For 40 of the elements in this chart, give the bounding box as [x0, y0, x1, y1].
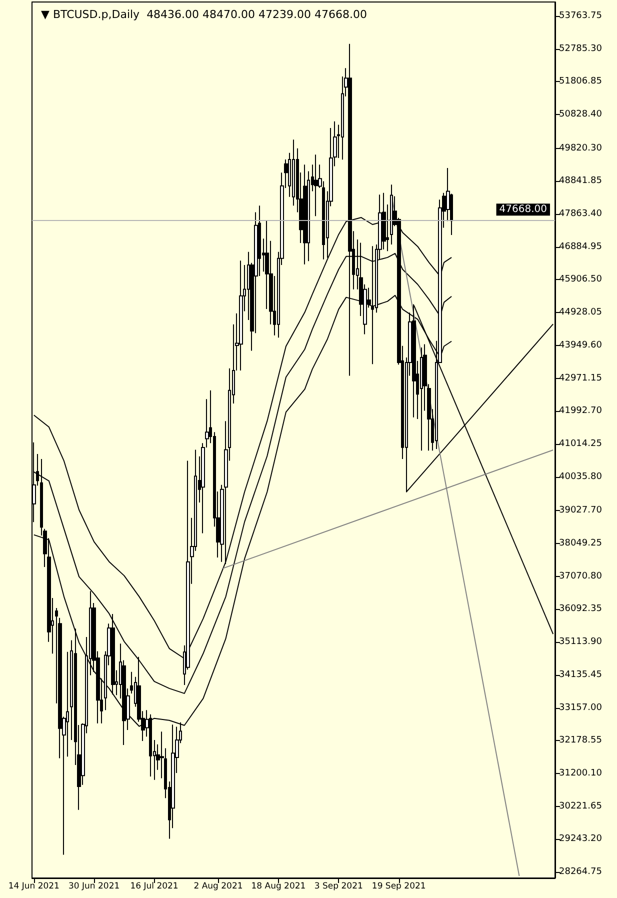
x-tick-label: 2 Aug 2021: [194, 882, 243, 892]
text: ▼ BTCUSD.p,Daily 48436.00 48470.00 47239.00 47668.00: [41, 8, 367, 21]
y-tick-label: 44928.05: [559, 308, 602, 318]
x-tick-label: 14 Jun 2021: [8, 882, 60, 892]
x-tick-label: 30 Jun 2021: [68, 882, 120, 892]
y-tick-label: 29243.20: [559, 834, 602, 844]
candlestick: [239, 260, 243, 372]
y-tick-label: 30221.65: [559, 801, 602, 812]
y-tick-label: 43949.60: [559, 340, 602, 350]
y-tick-label: 51806.85: [559, 76, 602, 87]
y-tick-label: 42971.15: [559, 373, 602, 384]
y-tick-label: 47863.40: [559, 209, 602, 220]
y-tick-label: 53763.75: [559, 10, 602, 21]
y-tick-label: 28264.75: [559, 867, 602, 877]
y-tick-label: 39027.70: [559, 506, 602, 516]
x-tick-label: 18 Aug 2021: [251, 882, 306, 892]
y-tick-label: 38049.25: [559, 538, 602, 549]
y-tick-label: 40035.80: [559, 472, 602, 482]
y-tick-label: 52785.30: [559, 44, 602, 54]
y-tick-label: 45906.50: [559, 274, 602, 285]
x-tick-label: 3 Sep 2021: [314, 882, 363, 892]
y-tick-label: 32178.55: [559, 736, 602, 746]
y-tick-label: 41992.70: [559, 406, 602, 416]
y-tick-label: 49820.30: [559, 143, 602, 154]
x-tick-label: 16 Jul 2021: [130, 882, 178, 892]
y-tick-label: 50828.40: [559, 110, 602, 120]
y-tick-label: 35113.90: [559, 637, 602, 648]
x-tick-label: 19 Sep 2021: [372, 882, 426, 892]
y-tick-label: 37070.80: [559, 571, 602, 582]
y-tick-label: 36092.35: [559, 604, 602, 614]
y-tick-label: 34135.45: [559, 670, 602, 680]
y-tick-label: 41014.25: [559, 438, 602, 449]
ref-line-label: 47668.00: [499, 204, 547, 216]
y-tick-label: 48841.85: [559, 176, 602, 186]
y-tick-label: 33157.00: [559, 702, 602, 713]
candlestick: [420, 347, 423, 452]
y-tick-label: 31200.10: [559, 768, 602, 778]
y-tick-label: 46884.95: [559, 242, 602, 252]
candlestick: [314, 154, 318, 217]
candlestick: [303, 164, 307, 265]
